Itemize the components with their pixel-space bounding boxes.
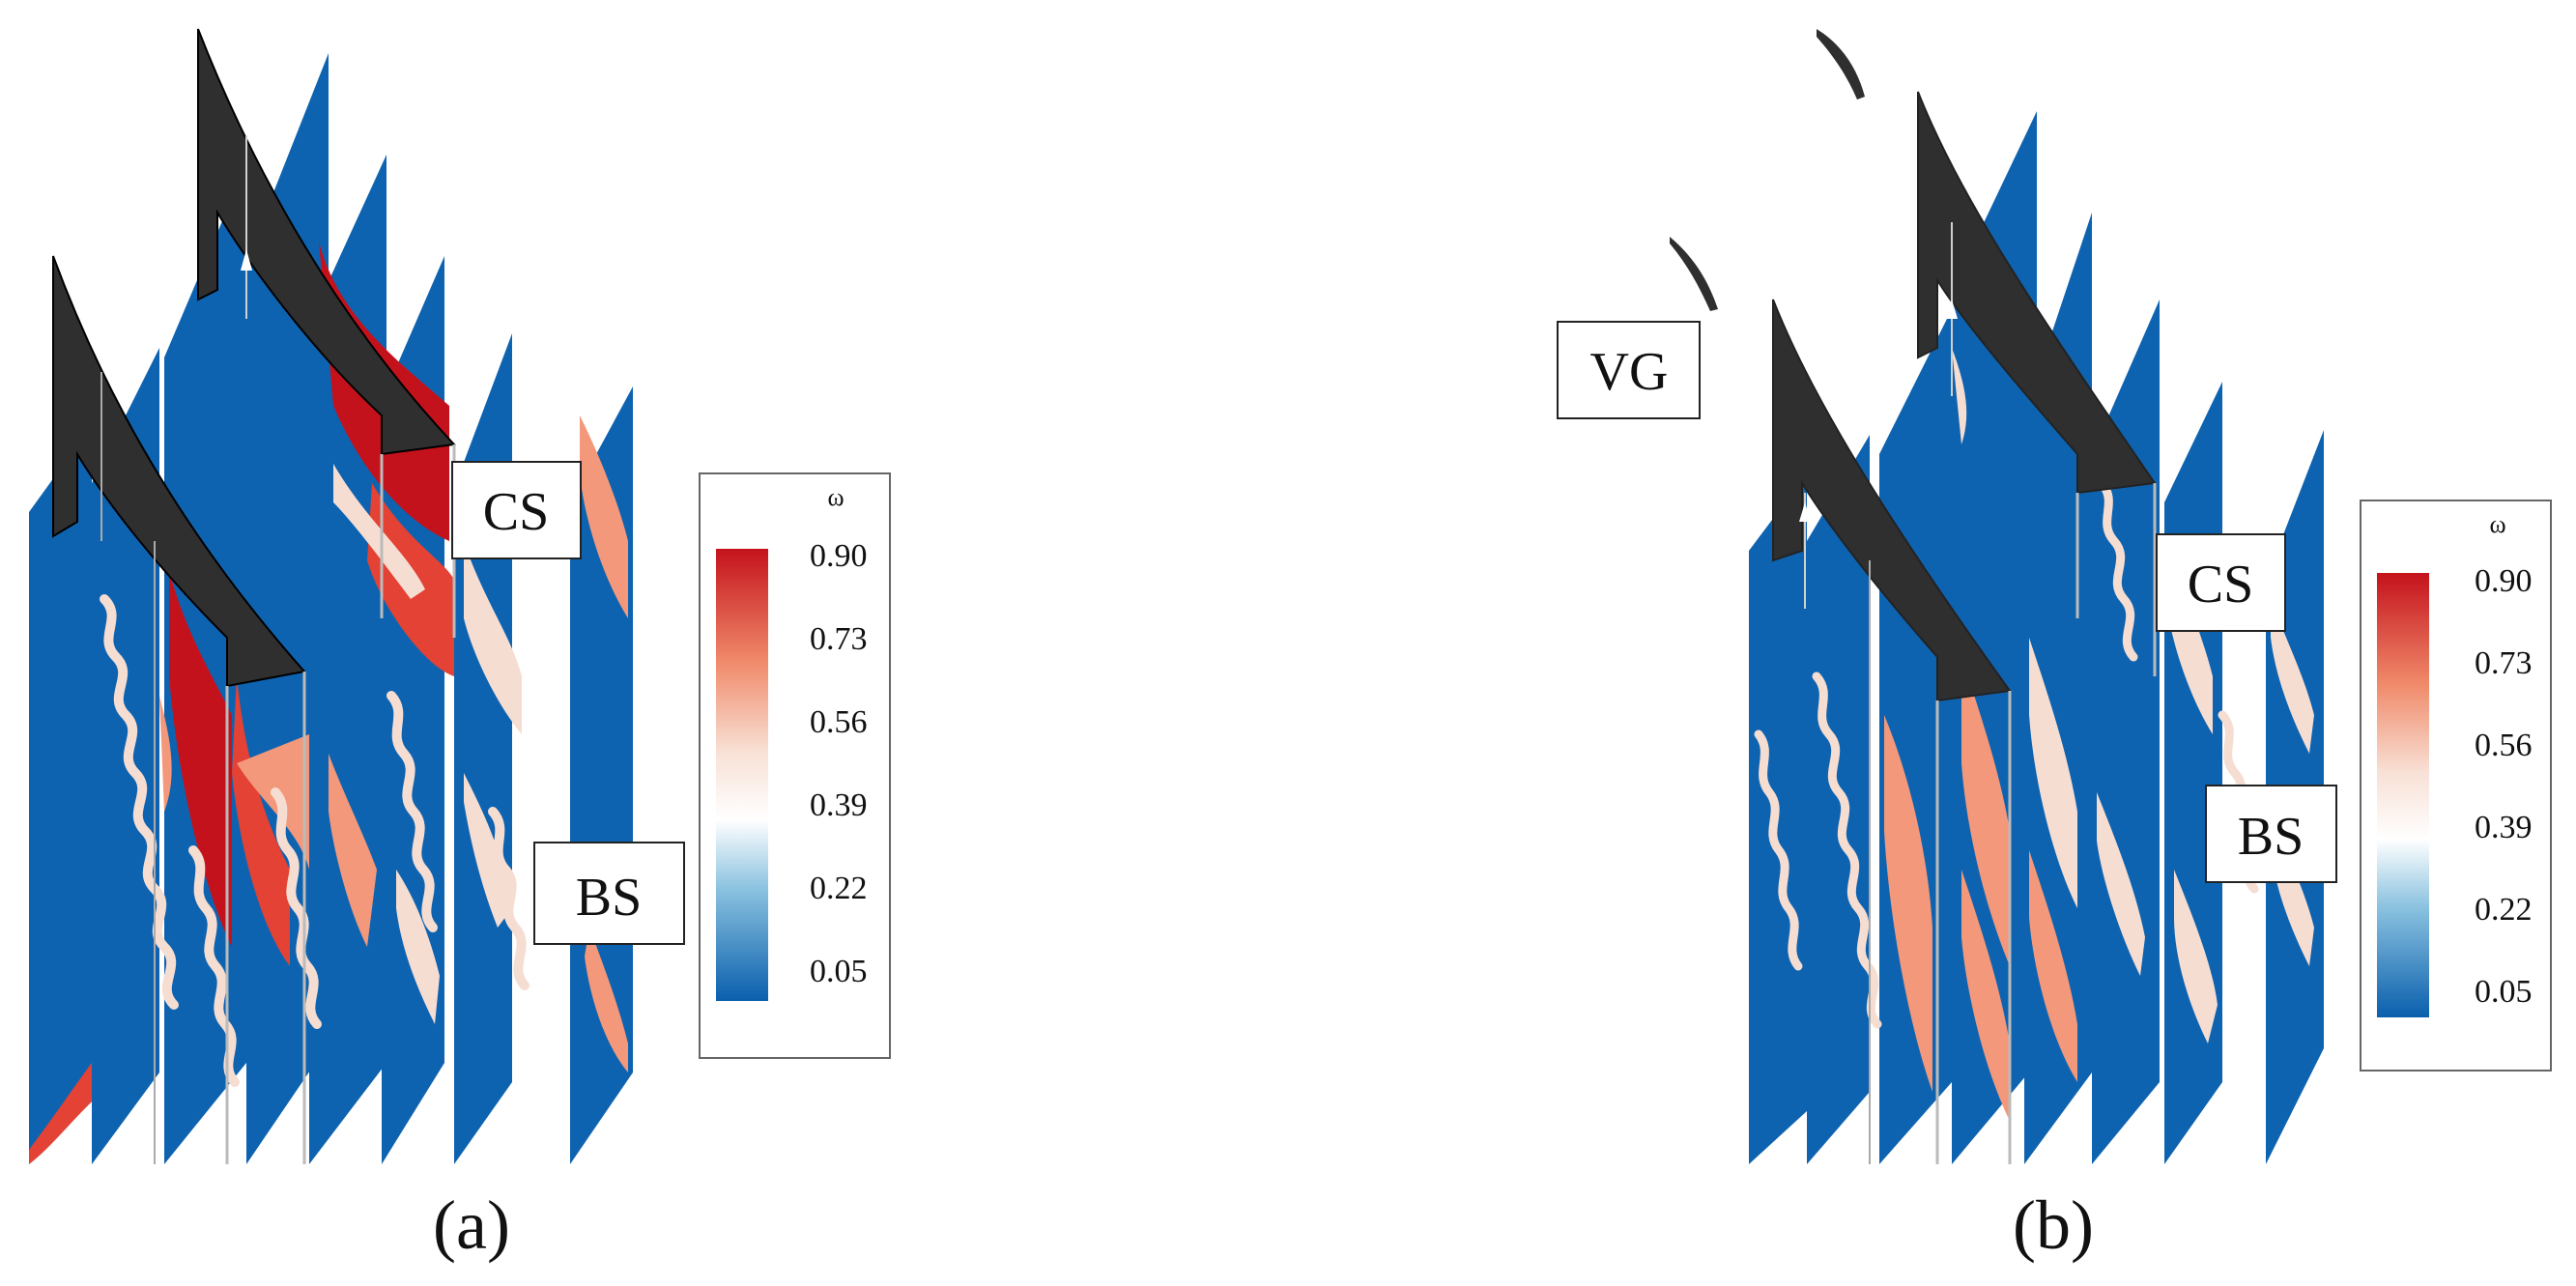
svg-text:CS: CS [2188, 555, 2254, 614]
slice-plane [1807, 435, 1870, 1164]
slice-plane [2164, 382, 2222, 1164]
blades-b [1772, 91, 2157, 1164]
svg-text:BS: BS [2238, 807, 2304, 867]
blade-rear [197, 28, 457, 456]
vorticity-regions-b [1884, 348, 2314, 1121]
colorbar-tick: 0.22 [810, 871, 868, 906]
colorbar-symbol: ω [827, 483, 844, 511]
svg-text:VG: VG [1590, 342, 1669, 402]
colorbar-tick: 0.05 [810, 954, 868, 989]
bs-label-a: BS [533, 842, 685, 945]
colorbar-tick: 0.90 [810, 538, 868, 574]
colorbar-b: ω 0.90 0.73 0.56 0.39 0.22 0.05 [2360, 500, 2552, 1072]
panel-a-visualization [29, 28, 633, 1164]
blade-front [1772, 299, 2012, 702]
panel-b-visualization [1670, 29, 2324, 1164]
colorbar-tick: 0.73 [810, 621, 868, 657]
colorbar-tick: 0.39 [2475, 810, 2533, 845]
colorbar-tick: 0.90 [2475, 563, 2533, 599]
colorbar-symbol: ω [2489, 510, 2505, 538]
panel-caption-b: (b) [2013, 1186, 2094, 1264]
bs-label-b: BS [2205, 785, 2337, 883]
blade-rear [1917, 91, 2157, 495]
vg-label-b: VG [1557, 321, 1701, 419]
colorbar-gradient [716, 549, 768, 1001]
colorbar-a: ω 0.90 0.73 0.56 0.39 0.22 0.05 [699, 472, 891, 1059]
slice-plane [29, 425, 92, 1164]
vortex-generator-fragment [1670, 237, 1718, 311]
colorbar-tick: 0.73 [2475, 645, 2533, 681]
colorbar-tick: 0.22 [2475, 892, 2533, 928]
vortex-generator-fragment [1817, 29, 1865, 100]
blade-front [52, 255, 306, 688]
blades-a [52, 28, 457, 1164]
svg-text:BS: BS [576, 868, 643, 928]
cs-label-b: CS [2156, 533, 2286, 632]
svg-text:CS: CS [483, 482, 550, 542]
slice-plane [454, 333, 512, 1164]
contour-slices-a [29, 53, 633, 1164]
colorbar-tick: 0.05 [2475, 974, 2533, 1010]
colorbar-tick: 0.56 [2475, 728, 2533, 763]
colorbar-tick: 0.39 [810, 787, 868, 823]
colorbar-tick: 0.56 [810, 704, 868, 740]
shear-layers-a [100, 594, 530, 1087]
slice-plane [1879, 309, 1952, 1164]
cs-label-a: CS [451, 461, 582, 559]
panel-caption-a: (a) [433, 1186, 510, 1264]
contour-slices-b [1749, 111, 2324, 1164]
colorbar-gradient [2377, 573, 2429, 1017]
